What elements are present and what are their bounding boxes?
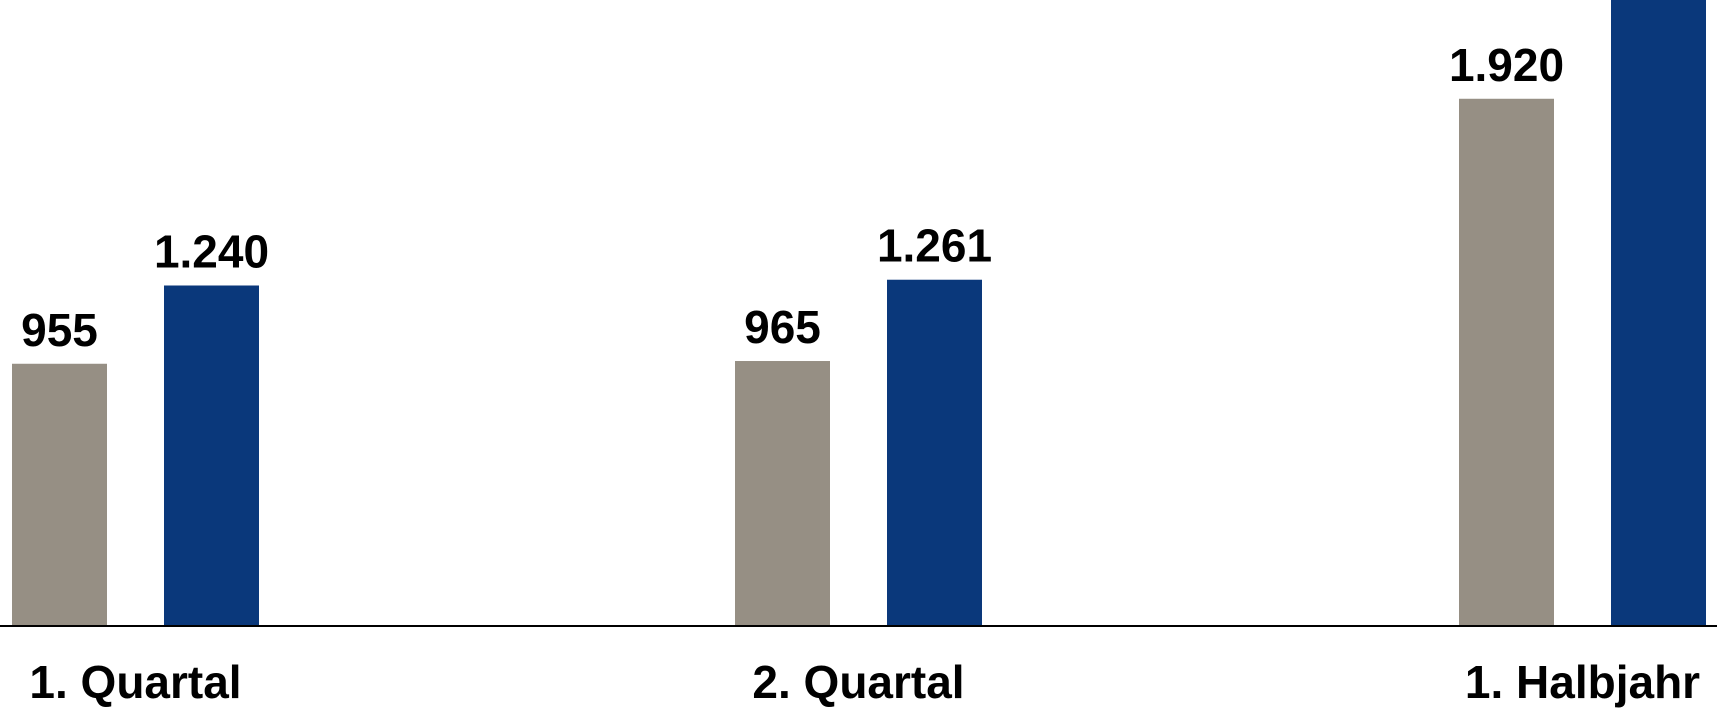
bar-2-series-1 [735,361,830,626]
value-label-1-series-1: 955 [21,304,98,356]
category-label-2: 2. Quartal [752,656,964,708]
value-label-3-series-1: 1.920 [1449,39,1564,91]
value-label-2-series-2: 1.261 [877,220,992,272]
bar-3-series-2 [1611,0,1706,626]
value-label-1-series-2: 1.240 [154,225,269,277]
value-label-2-series-1: 965 [744,301,821,353]
bar-3-series-1 [1459,98,1554,626]
bar-2-series-2 [887,279,982,626]
bars-layer [12,0,1706,626]
bar-1-series-2 [164,285,259,626]
bar-1-series-1 [12,363,107,626]
category-labels-layer: 1. Quartal 2. Quartal 1. Halbjahr [29,656,1700,708]
category-label-1: 1. Quartal [29,656,241,708]
category-label-3: 1. Halbjahr [1465,656,1700,708]
